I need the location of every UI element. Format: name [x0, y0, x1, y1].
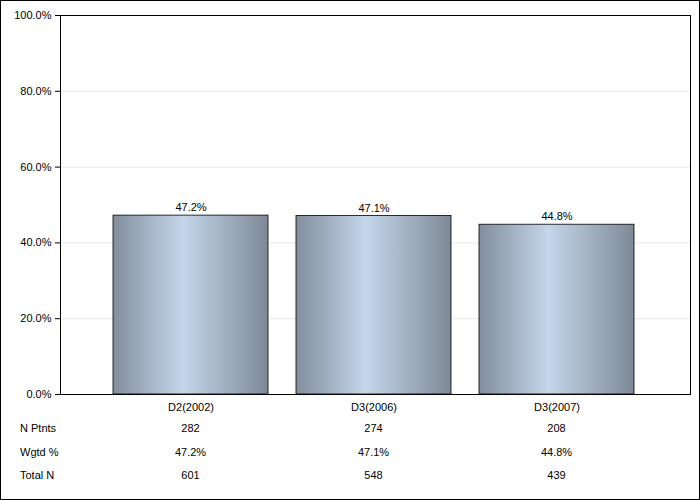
- svg-text:0.0%: 0.0%: [26, 388, 51, 400]
- svg-text:Wgtd %: Wgtd %: [20, 446, 59, 458]
- svg-text:47.2%: 47.2%: [175, 446, 206, 458]
- svg-text:40.0%: 40.0%: [20, 236, 51, 248]
- svg-text:44.8%: 44.8%: [541, 446, 572, 458]
- svg-text:47.1%: 47.1%: [358, 202, 389, 214]
- svg-text:47.2%: 47.2%: [175, 201, 206, 213]
- svg-text:100.0%: 100.0%: [14, 9, 52, 21]
- svg-text:N Ptnts: N Ptnts: [20, 422, 57, 434]
- svg-text:D2(2002): D2(2002): [168, 401, 214, 413]
- svg-text:548: 548: [364, 469, 382, 481]
- svg-text:Total N: Total N: [20, 469, 54, 481]
- svg-text:282: 282: [181, 422, 199, 434]
- svg-text:439: 439: [547, 469, 565, 481]
- svg-text:274: 274: [364, 422, 382, 434]
- svg-text:60.0%: 60.0%: [20, 161, 51, 173]
- svg-text:20.0%: 20.0%: [20, 312, 51, 324]
- svg-text:601: 601: [181, 469, 199, 481]
- svg-text:44.8%: 44.8%: [541, 210, 572, 222]
- svg-text:D3(2006): D3(2006): [351, 401, 397, 413]
- svg-text:208: 208: [547, 422, 565, 434]
- svg-text:80.0%: 80.0%: [20, 85, 51, 97]
- svg-text:D3(2007): D3(2007): [534, 401, 580, 413]
- svg-text:47.1%: 47.1%: [358, 446, 389, 458]
